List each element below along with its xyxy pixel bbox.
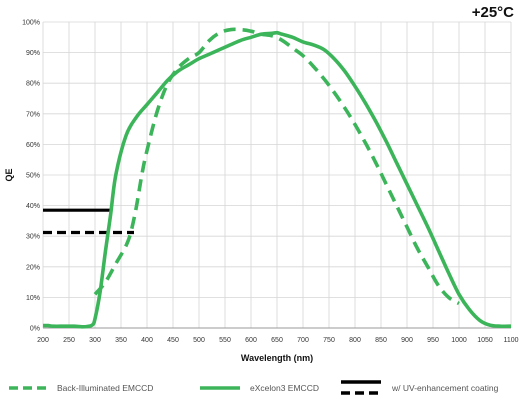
x-tick-label: 1000 xyxy=(451,337,467,344)
x-tick-label: 1050 xyxy=(477,337,493,344)
series-layer xyxy=(42,27,512,329)
series-line-excelon3 xyxy=(42,30,512,329)
legend: Back-Illuminated EMCCD eXcelon3 EMCCD w/… xyxy=(9,380,499,395)
x-tick-label: 600 xyxy=(245,337,257,344)
x-tick-label: 350 xyxy=(115,337,127,344)
x-tick-label: 800 xyxy=(349,337,361,344)
x-tick-label: 950 xyxy=(427,337,439,344)
y-tick-label: 20% xyxy=(26,264,40,271)
legend-label-excelon3: eXcelon3 EMCCD xyxy=(250,383,319,393)
grid-lines xyxy=(42,21,512,328)
x-tick-label: 750 xyxy=(323,337,335,344)
y-tick-label: 80% xyxy=(26,81,40,88)
y-axis-ticks: 0% 10% 20% 30% 40% 50% 60% 70% 80% 90% 100% xyxy=(22,20,40,333)
uv-reference-lines xyxy=(43,208,134,235)
x-tick-label: 450 xyxy=(167,337,179,344)
temperature-label: +25°C xyxy=(472,4,514,21)
x-tick-label: 500 xyxy=(193,337,205,344)
x-tick-label: 200 xyxy=(37,337,49,344)
x-tick-label: 650 xyxy=(271,337,283,344)
x-tick-label: 400 xyxy=(141,337,153,344)
y-tick-label: 0% xyxy=(30,326,40,333)
x-tick-label: 900 xyxy=(401,337,413,344)
y-tick-label: 60% xyxy=(26,142,40,149)
legend-label-uv-coating: w/ UV-enhancement coating xyxy=(391,383,499,393)
x-tick-label: 850 xyxy=(375,337,387,344)
y-tick-label: 10% xyxy=(26,295,40,302)
x-axis-ticks: 200 250 300 350 400 450 500 550 600 650 700 750 800 8… xyxy=(37,337,518,344)
y-tick-label: 90% xyxy=(26,50,40,57)
x-tick-label: 1100 xyxy=(503,337,518,344)
y-tick-label: 70% xyxy=(26,111,40,118)
x-axis-label: Wavelength (nm) xyxy=(241,353,313,363)
y-tick-label: 100% xyxy=(22,20,40,27)
y-tick-label: 30% xyxy=(26,234,40,241)
legend-label-back-illuminated: Back-Illuminated EMCCD xyxy=(57,383,153,393)
y-axis-label: QE xyxy=(4,168,14,181)
y-tick-label: 40% xyxy=(26,203,40,210)
x-tick-label: 700 xyxy=(297,337,309,344)
x-tick-label: 550 xyxy=(219,337,231,344)
x-tick-label: 250 xyxy=(63,337,75,344)
x-tick-label: 300 xyxy=(89,337,101,344)
y-tick-label: 50% xyxy=(26,173,40,180)
